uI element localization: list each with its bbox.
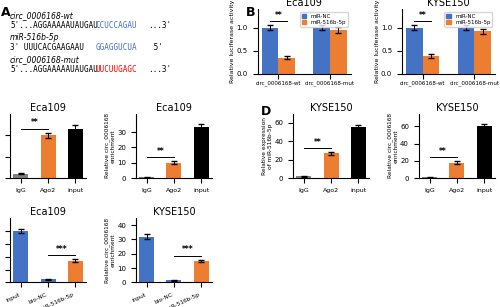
Text: CCUCCAGAU: CCUCCAGAU [96, 21, 138, 30]
Bar [351, 127, 366, 178]
Bar [68, 261, 83, 282]
Text: ***: *** [182, 245, 194, 255]
Text: ...3': ...3' [148, 65, 172, 74]
Bar [166, 163, 182, 178]
Bar [194, 261, 208, 282]
Text: GGAGGUCUA: GGAGGUCUA [96, 43, 138, 52]
Bar [262, 28, 278, 74]
Y-axis label: Relative circ_0006168
enrichment: Relative circ_0006168 enrichment [104, 113, 116, 178]
Title: Eca109: Eca109 [286, 0, 322, 8]
Text: UUCUUGAGC: UUCUUGAGC [96, 65, 138, 74]
Text: miR-516b-5p: miR-516b-5p [10, 33, 59, 42]
Text: **: ** [419, 11, 426, 20]
Title: KYSE150: KYSE150 [436, 103, 478, 113]
Bar [278, 57, 295, 74]
Title: KYSE150: KYSE150 [152, 207, 196, 217]
Bar [296, 176, 312, 178]
Bar [14, 174, 28, 178]
Bar [14, 231, 28, 282]
Text: **: ** [440, 147, 447, 156]
Bar [406, 28, 422, 74]
Text: 3' UUUCACGAAGAAU: 3' UUUCACGAAGAAU [10, 43, 84, 52]
Bar [324, 153, 338, 178]
Bar [476, 126, 492, 178]
Text: ...3': ...3' [148, 21, 172, 30]
Title: Eca109: Eca109 [156, 103, 192, 113]
Text: A: A [1, 6, 11, 19]
Text: **: ** [30, 119, 38, 127]
Title: Eca109: Eca109 [30, 103, 66, 113]
Text: **: ** [156, 147, 164, 156]
Text: ***: *** [56, 245, 68, 254]
Bar [314, 28, 330, 74]
Legend: miR-NC, miR-516b-5p: miR-NC, miR-516b-5p [444, 12, 492, 26]
Text: 5'...AGGAAAAAUAUGAU: 5'...AGGAAAAAUAUGAU [10, 21, 98, 30]
Y-axis label: Relative circ_0006168
enrichment: Relative circ_0006168 enrichment [387, 113, 398, 178]
Text: D: D [261, 105, 271, 118]
Text: 5': 5' [148, 43, 162, 52]
Bar [330, 30, 346, 74]
Title: KYSE150: KYSE150 [310, 103, 352, 113]
Text: circ_0006168-mut: circ_0006168-mut [10, 55, 80, 64]
Y-axis label: Relative luciferase activity: Relative luciferase activity [230, 0, 235, 83]
Text: B: B [246, 6, 256, 19]
Bar [458, 28, 474, 74]
Bar [140, 177, 154, 178]
Bar [140, 237, 154, 282]
Bar [422, 56, 439, 74]
Title: Eca109: Eca109 [30, 207, 66, 217]
Bar [68, 129, 83, 178]
Title: KYSE150: KYSE150 [427, 0, 470, 8]
Bar [40, 135, 56, 178]
Y-axis label: Relative expression
of miR-516b-5p: Relative expression of miR-516b-5p [262, 117, 273, 175]
Text: 5'...AGGAAAAAUAUGAU: 5'...AGGAAAAAUAUGAU [10, 65, 98, 74]
Bar [40, 279, 56, 282]
Bar [474, 31, 491, 74]
Bar [422, 177, 437, 178]
Legend: miR-NC, miR-516b-5p: miR-NC, miR-516b-5p [300, 12, 348, 26]
Text: **: ** [314, 138, 322, 147]
Text: **: ** [274, 11, 282, 20]
Bar [194, 127, 208, 178]
Y-axis label: Relative luciferase activity: Relative luciferase activity [374, 0, 380, 83]
Bar [450, 163, 464, 178]
Bar [166, 280, 182, 282]
Y-axis label: Relative circ_0006168
enrichment: Relative circ_0006168 enrichment [104, 218, 116, 283]
Text: circ_0006168-wt: circ_0006168-wt [10, 11, 74, 20]
